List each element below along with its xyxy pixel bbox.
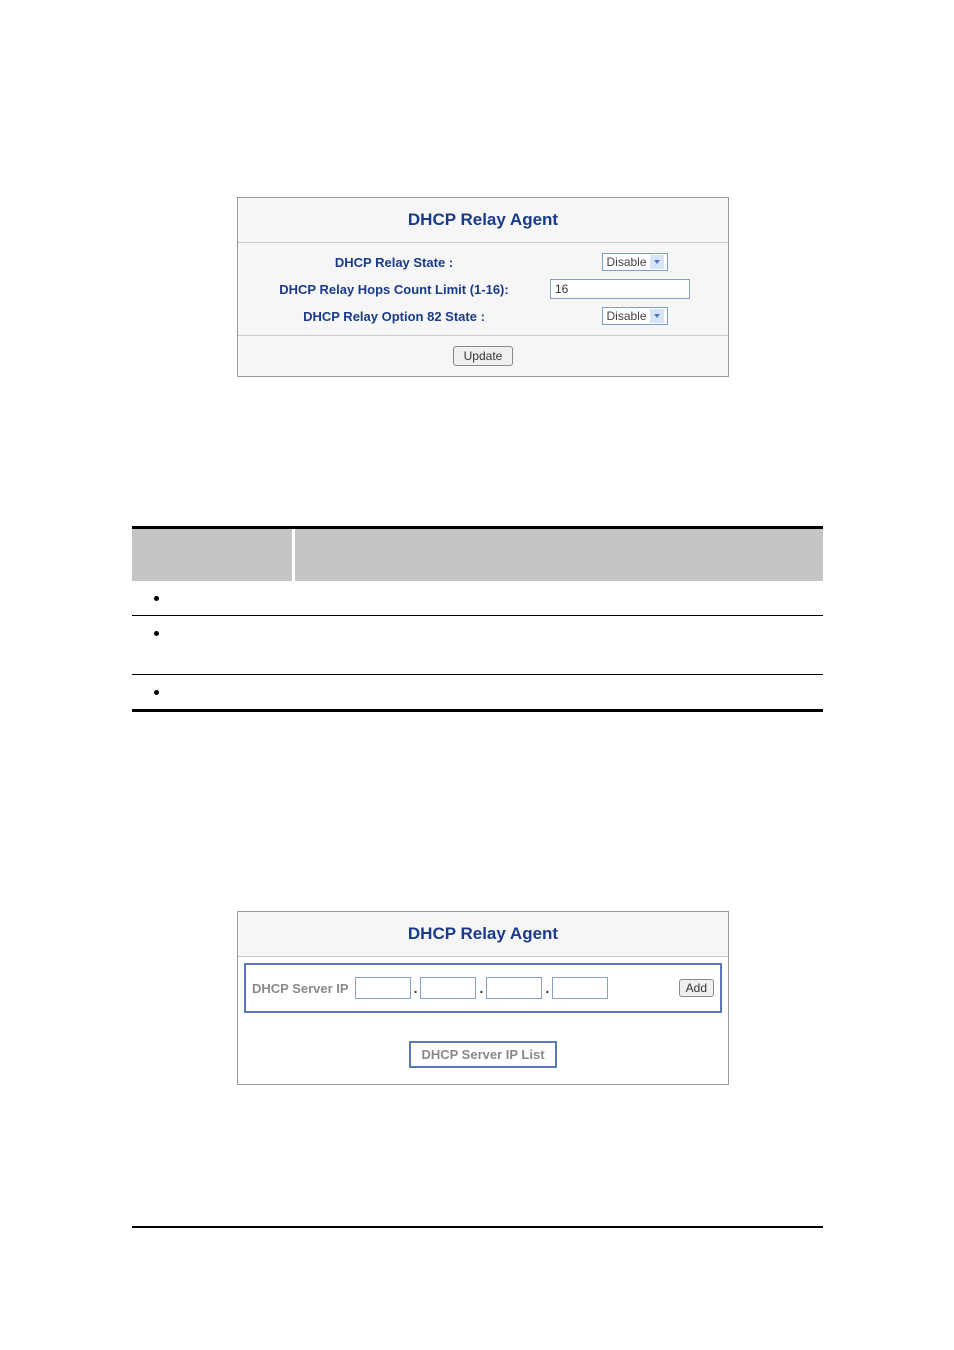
relay-option82-value: Disable: [606, 309, 646, 323]
relay-option82-control: Disable: [546, 307, 724, 325]
desc-header-col2: [295, 529, 823, 581]
update-button[interactable]: Update: [453, 346, 514, 366]
relay-state-control: Disable: [546, 253, 724, 271]
server-ip-inputs: . . .: [355, 977, 679, 999]
relay-hops-control: [546, 279, 724, 299]
desc-header-col1: [132, 529, 295, 581]
desc-row-desc: [314, 581, 823, 615]
ip-octet-1[interactable]: [355, 977, 411, 999]
relay-hops-input[interactable]: [550, 279, 690, 299]
dot-separator: .: [476, 980, 486, 996]
desc-row: [132, 616, 823, 675]
server-ip-list-label: DHCP Server IP List: [409, 1041, 556, 1068]
bullet-icon: [154, 690, 159, 695]
desc-row: [132, 581, 823, 616]
server-panel-header: DHCP Relay Agent: [238, 912, 728, 957]
server-ip-panel: DHCP Relay Agent DHCP Server IP . . . Ad…: [237, 911, 729, 1085]
relay-hops-label: DHCP Relay Hops Count Limit (1-16):: [242, 282, 546, 297]
relay-config-rows: DHCP Relay State : Disable DHCP Relay Ho…: [238, 243, 728, 329]
relay-option82-label: DHCP Relay Option 82 State :: [242, 309, 546, 324]
bullet-icon: [154, 596, 159, 601]
desc-header: [132, 529, 823, 581]
desc-bot-border: [132, 709, 823, 712]
relay-state-value: Disable: [606, 255, 646, 269]
desc-row-label: [132, 581, 314, 615]
ip-octet-2[interactable]: [420, 977, 476, 999]
bullet-icon: [154, 631, 159, 636]
desc-row: [132, 675, 823, 709]
description-table: [132, 526, 823, 712]
desc-row-desc: [314, 616, 823, 674]
relay-state-label: DHCP Relay State :: [242, 255, 546, 270]
dot-separator: .: [411, 980, 421, 996]
ip-octet-4[interactable]: [552, 977, 608, 999]
server-list-row: DHCP Server IP List: [238, 1019, 728, 1084]
desc-row-desc: [314, 675, 823, 709]
server-ip-label: DHCP Server IP: [252, 981, 355, 996]
ip-octet-3[interactable]: [486, 977, 542, 999]
desc-body: [132, 581, 823, 709]
relay-option82-select[interactable]: Disable: [602, 307, 667, 325]
relay-config-panel: DHCP Relay Agent DHCP Relay State : Disa…: [237, 197, 729, 377]
server-panel-title: DHCP Relay Agent: [238, 916, 728, 952]
relay-update-row: Update: [238, 335, 728, 376]
desc-row-label: [132, 616, 314, 674]
add-button[interactable]: Add: [679, 979, 714, 997]
dot-separator: .: [542, 980, 552, 996]
chevron-down-icon: [650, 309, 664, 323]
relay-hops-row: DHCP Relay Hops Count Limit (1-16):: [238, 275, 728, 303]
server-ip-row: DHCP Server IP . . . Add: [244, 963, 722, 1013]
desc-row-label: [132, 675, 314, 709]
bottom-divider: [132, 1226, 823, 1228]
relay-state-row: DHCP Relay State : Disable: [238, 249, 728, 275]
relay-config-title: DHCP Relay Agent: [238, 202, 728, 238]
relay-config-header: DHCP Relay Agent: [238, 198, 728, 243]
relay-state-select[interactable]: Disable: [602, 253, 667, 271]
relay-option82-row: DHCP Relay Option 82 State : Disable: [238, 303, 728, 329]
chevron-down-icon: [650, 255, 664, 269]
